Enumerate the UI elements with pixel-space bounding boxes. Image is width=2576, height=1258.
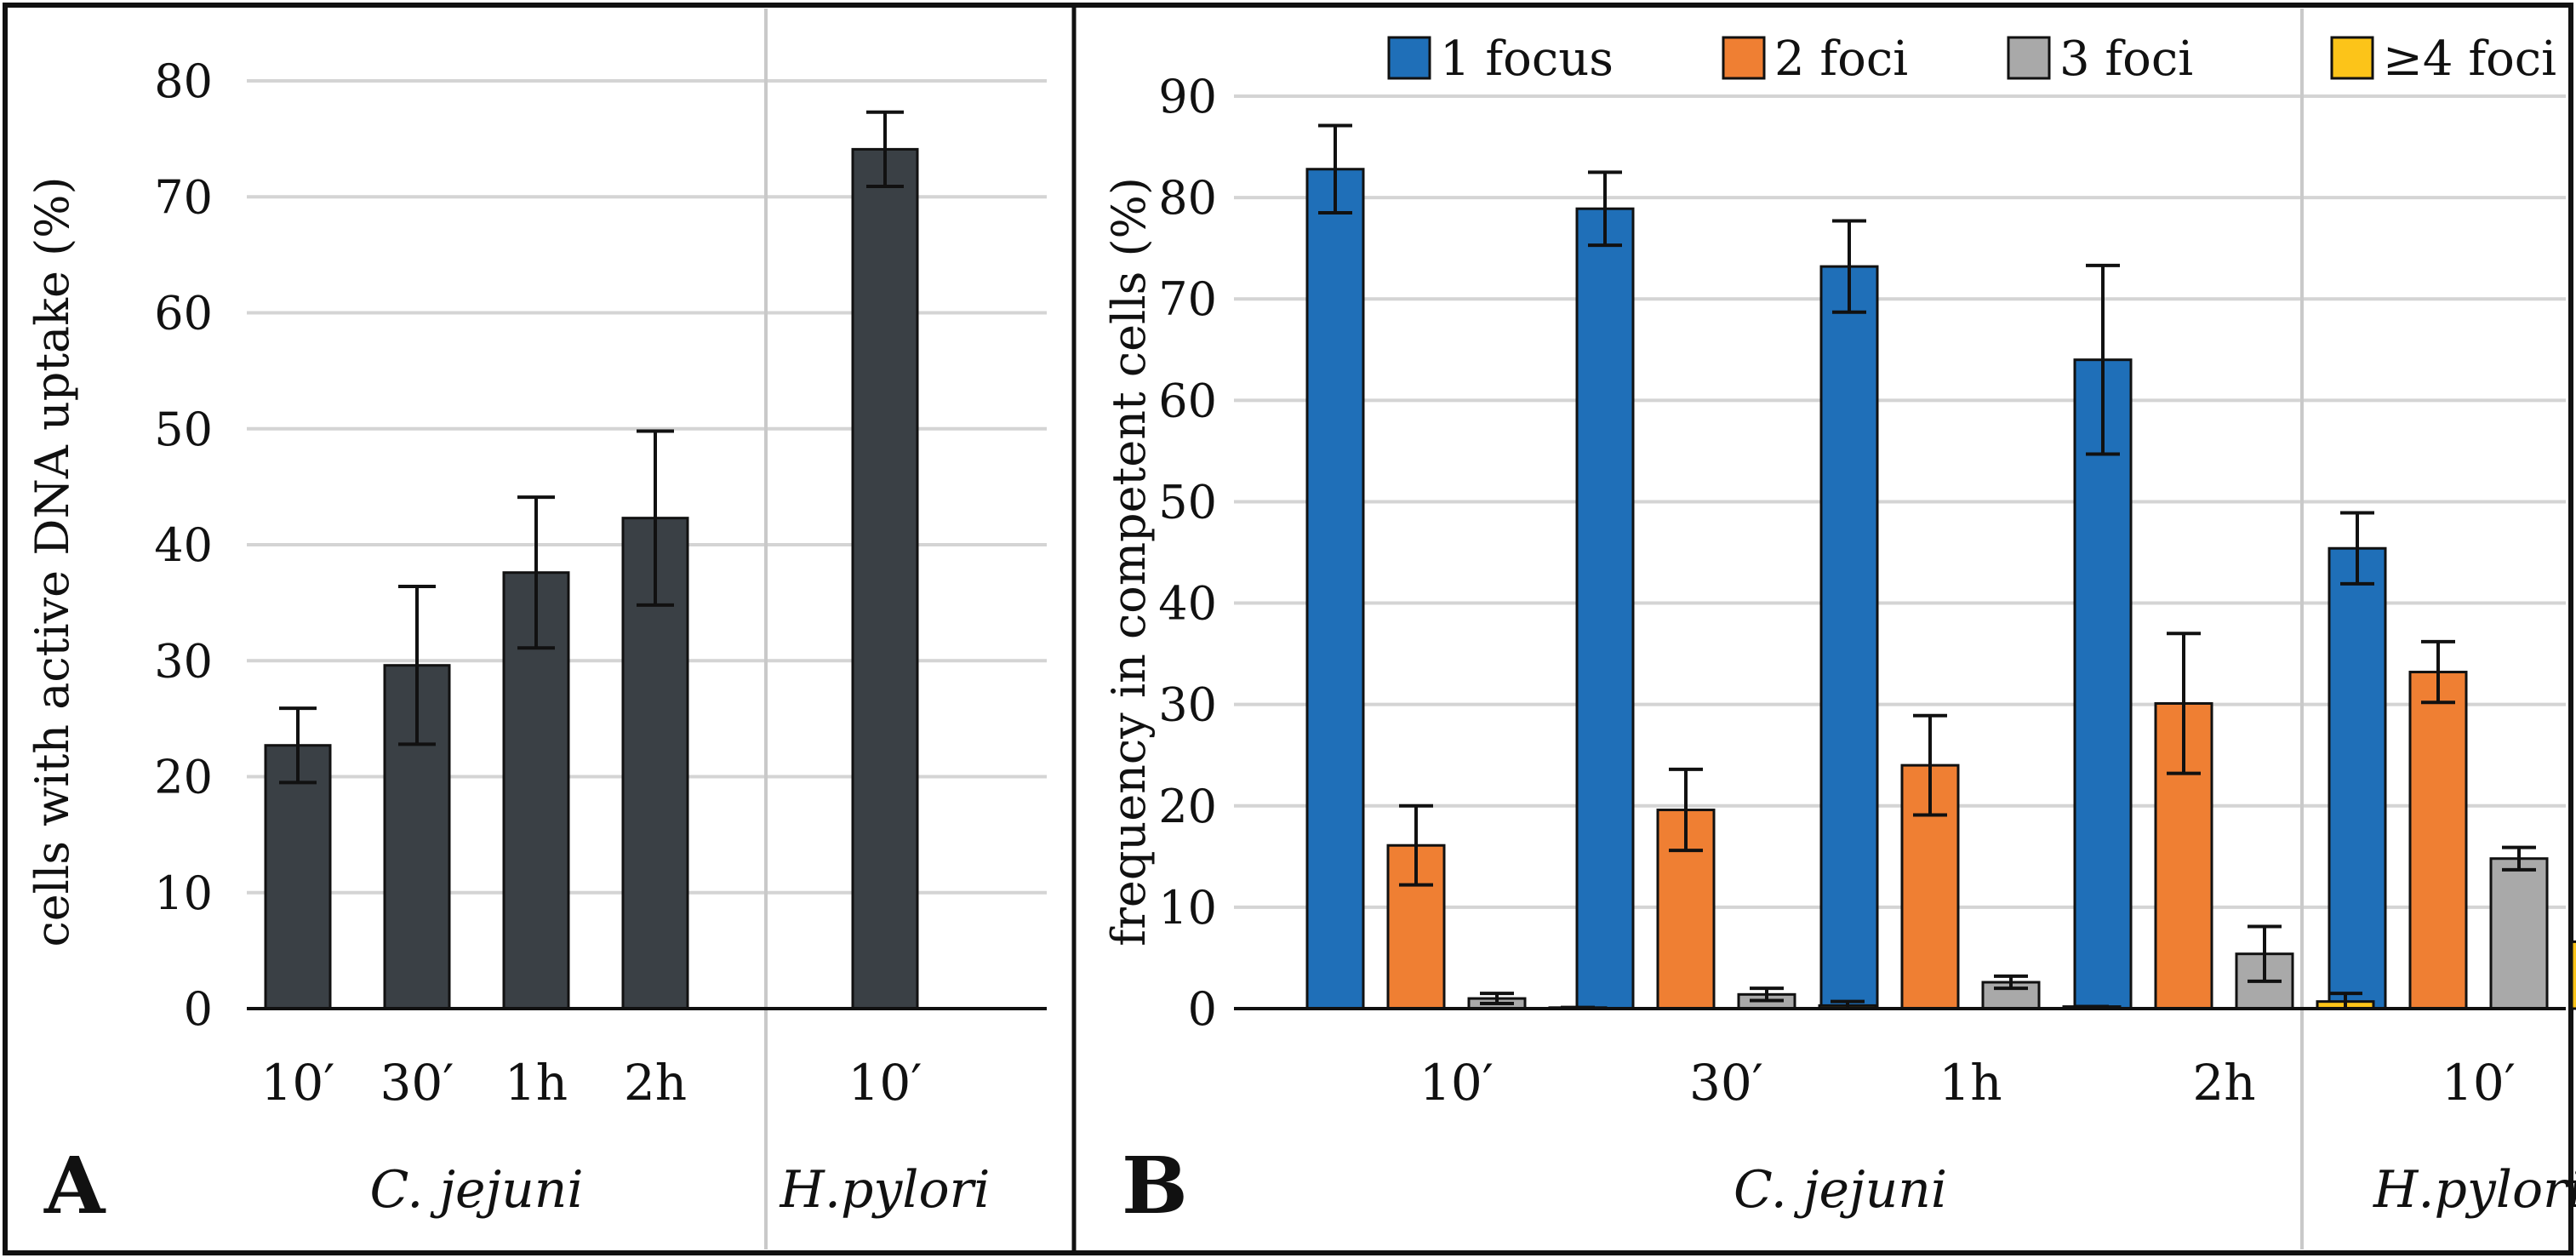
panel-b-legend: 1 focus 2 foci 3 foci ≥4 foci bbox=[1387, 31, 2556, 87]
panel-b-bars bbox=[1305, 168, 2576, 1010]
panel-a-y-axis-label: cells with active DNA uptake (%) bbox=[26, 176, 79, 946]
panel-b-y-tick-6: 60 bbox=[1158, 374, 1217, 427]
panel-a-bars bbox=[264, 147, 919, 1010]
panel-a-y-tick-5: 50 bbox=[154, 403, 213, 456]
panel-b-x-tick-1: 30′ bbox=[1689, 1054, 1763, 1112]
panel-b-bar-s3-c4 bbox=[2570, 940, 2576, 1010]
panel-b-x-tick-4: 10′ bbox=[2442, 1054, 2516, 1112]
panel-a-x-tick-2: 1h bbox=[505, 1054, 568, 1112]
panel-b-bar-s0-c3 bbox=[2073, 358, 2133, 1010]
panel-b-bar-s0-c4 bbox=[2328, 546, 2387, 1010]
panel-a-group-label-0: C. jejuni bbox=[369, 1160, 583, 1220]
panel-a-y-tick-1: 10 bbox=[154, 866, 213, 920]
panel-b-group-label-1: H.pylori bbox=[2373, 1160, 2576, 1220]
panel-b-legend-label-1: 2 foci bbox=[1774, 31, 1908, 87]
panel-a-chart: 0 10 20 30 40 50 60 70 80 10′ 30′ 1h 2h 10′ C. jejun… bbox=[26, 9, 1047, 1249]
panel-a-y-tick-7: 70 bbox=[154, 170, 213, 224]
panel-b-legend-label-0: 1 focus bbox=[1440, 31, 1614, 87]
figure-frame bbox=[3, 3, 2573, 1255]
panel-a-x-tick-3: 2h bbox=[624, 1054, 687, 1112]
panel-b-y-tick-1: 10 bbox=[1158, 881, 1217, 935]
panel-b-x-tick-3: 2h bbox=[2192, 1054, 2255, 1112]
panel-b-label: B bbox=[1122, 1140, 1188, 1232]
panel-b-y-tick-3: 30 bbox=[1158, 678, 1217, 732]
panel-a-x-tick-labels: 10′ 30′ 1h 2h 10′ bbox=[261, 1054, 922, 1112]
panel-b-chart: 0 10 20 30 40 50 60 70 80 90 10′ 30′ 1h 2h 10′ C. jej… bbox=[1102, 9, 2576, 1249]
panel-b-legend-swatch-2 bbox=[2007, 36, 2051, 80]
panel-b-y-tick-labels: 0 10 20 30 40 50 60 70 80 90 bbox=[1158, 70, 1217, 1036]
panel-a-bar-0 bbox=[264, 744, 332, 1010]
panel-b-group-labels: C. jejuni H.pylori bbox=[1734, 1160, 2576, 1220]
panel-b-y-tick-9: 90 bbox=[1158, 70, 1217, 123]
panel-b-y-tick-8: 80 bbox=[1158, 171, 1217, 225]
panel-b-x-tick-labels: 10′ 30′ 1h 2h 10′ bbox=[1419, 1054, 2516, 1112]
panel-a-y-tick-0: 0 bbox=[184, 982, 213, 1036]
panel-a-error-bars bbox=[279, 110, 904, 785]
panel-a-y-tick-labels: 0 10 20 30 40 50 60 70 80 bbox=[154, 54, 213, 1036]
panel-b-x-tick-0: 10′ bbox=[1419, 1054, 1494, 1112]
panel-a-y-tick-4: 40 bbox=[154, 518, 213, 572]
panel-b-y-tick-7: 70 bbox=[1158, 272, 1217, 326]
panel-b-y-tick-5: 50 bbox=[1158, 475, 1217, 529]
panel-b-legend-swatch-1 bbox=[1722, 36, 1766, 80]
panel-b-legend-swatch-0 bbox=[1387, 36, 1431, 80]
panel-b-legend-label-3: ≥4 foci bbox=[2383, 31, 2556, 87]
panel-a-y-tick-2: 20 bbox=[154, 751, 213, 804]
panel-b-bar-s0-c2 bbox=[1819, 265, 1879, 1010]
panel-b-y-tick-0: 0 bbox=[1188, 982, 1217, 1036]
panel-a-group-labels: C. jejuni H.pylori bbox=[369, 1160, 990, 1220]
panel-a-bar-4 bbox=[851, 147, 919, 1010]
panel-b-legend-label-2: 3 foci bbox=[2059, 31, 2193, 87]
panel-a-y-tick-3: 30 bbox=[154, 634, 213, 688]
panel-b-legend-swatch-3 bbox=[2330, 36, 2374, 80]
panel-a-x-tick-1: 30′ bbox=[380, 1054, 454, 1112]
panel-b-y-tick-2: 20 bbox=[1158, 780, 1217, 833]
panel-b-y-axis-label: frequency in competent cells (%) bbox=[1102, 177, 1156, 946]
panel-b-bar-s1-c4 bbox=[2408, 671, 2468, 1010]
panel-b-group-label-0: C. jejuni bbox=[1734, 1160, 1947, 1220]
panel-b-x-tick-2: 1h bbox=[1939, 1054, 2002, 1112]
panel-a-group-label-1: H.pylori bbox=[780, 1160, 991, 1220]
panel-b-y-tick-4: 40 bbox=[1158, 577, 1217, 631]
panel-b-bar-s2-c4 bbox=[2489, 857, 2549, 1010]
panel-a-y-tick-8: 80 bbox=[154, 54, 213, 108]
panel-a-x-tick-0: 10′ bbox=[261, 1054, 335, 1112]
panel-a-x-tick-4: 10′ bbox=[848, 1054, 922, 1112]
panel-b-bar-s0-c1 bbox=[1575, 207, 1635, 1010]
panel-a-y-tick-6: 60 bbox=[154, 287, 213, 340]
panel-a-label: A bbox=[43, 1140, 106, 1232]
panel-b-bar-s0-c0 bbox=[1305, 168, 1365, 1010]
